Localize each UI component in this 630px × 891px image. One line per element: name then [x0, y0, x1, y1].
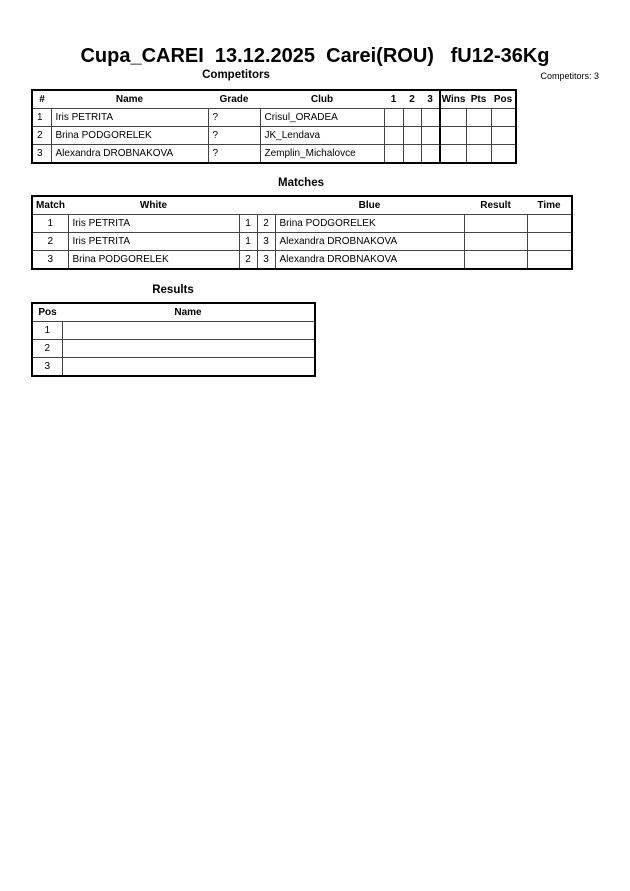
name [61, 357, 316, 377]
col-3: 3 [421, 90, 440, 109]
result [463, 250, 528, 270]
blue-name: Alexandra DROBNAKOVA [274, 250, 465, 270]
cell [490, 108, 517, 127]
col-pos: Pos [32, 303, 62, 322]
table-row: 2 [31, 339, 316, 358]
pos: 1 [31, 321, 63, 340]
col-1: 1 [384, 90, 403, 109]
cell [420, 126, 441, 145]
col-name: Name [51, 90, 208, 109]
table-row: 2 Brina PODGORELEK? JK_Lendava [31, 126, 517, 145]
table-row: 1 Iris PETRITA 1 2 Brina PODGORELEK [31, 214, 573, 233]
cell [439, 126, 467, 145]
time [526, 232, 573, 251]
time [526, 214, 573, 233]
cell [490, 144, 517, 164]
cell [420, 108, 441, 127]
white-name: Brina PODGORELEK [67, 250, 240, 270]
result [463, 232, 528, 251]
col-grade: Grade [208, 90, 260, 109]
results-heading: Results [152, 284, 194, 296]
header-row: # Name Grade Club 1 2 3 Wins Pts Pos [32, 90, 516, 109]
cell [465, 108, 492, 127]
competitors-count: Competitors: 3 [540, 71, 599, 81]
cell [439, 108, 467, 127]
result [463, 214, 528, 233]
match-number: 1 [31, 214, 69, 233]
cell [420, 144, 441, 164]
blue-name: Brina PODGORELEK [274, 214, 465, 233]
blue-number: 3 [256, 232, 276, 251]
table-row: 3 Alexandra DROBNAKOVA? Zemplin_Michalovce [31, 144, 517, 164]
blue-number: 2 [256, 214, 276, 233]
matches-heading: Matches [277, 177, 325, 189]
results-table: Pos Name 1 2 3 [31, 302, 316, 377]
white-name: Iris PETRITA [67, 214, 240, 233]
num: 1 [31, 108, 52, 127]
name [61, 321, 316, 340]
cell [402, 108, 422, 127]
grade: ? [207, 126, 261, 145]
grade: ? [207, 144, 261, 164]
num: 3 [31, 144, 52, 164]
cell [402, 144, 422, 164]
match-number: 2 [31, 232, 69, 251]
col-2: 2 [403, 90, 421, 109]
table-row: 2 Iris PETRITA 1 3 Alexandra DROBNAKOVA [31, 232, 573, 251]
col-name: Name [62, 303, 315, 322]
white-name: Iris PETRITA [67, 232, 240, 251]
col-pts: Pts [466, 90, 491, 109]
club: JK_Lendava [259, 126, 385, 145]
page-title: Cupa_CAREI 13.12.2025 Carei(ROU) fU12-36… [80, 45, 550, 67]
cell [383, 144, 404, 164]
pos: 2 [31, 339, 63, 358]
matches-table: Match White Blue Result Time 1 Iris PETRI… [31, 195, 573, 270]
table-row: 3 Brina PODGORELEK 2 3 Alexandra DROBNAKOVA [31, 250, 573, 270]
white-number: 2 [238, 250, 258, 270]
cell [383, 108, 404, 127]
table-row: 1 Iris PETRITA? Crisul_ORADEA [31, 108, 517, 127]
col-blue: Blue [275, 196, 464, 215]
name [61, 339, 316, 358]
competitors-heading: Competitors [202, 69, 270, 81]
col-white: White [68, 196, 239, 215]
competitors-table: # Name Grade Club 1 2 3 Wins Pts Pos 1 Ir… [31, 89, 517, 164]
cell [490, 126, 517, 145]
cell [383, 126, 404, 145]
col-match: Match [32, 196, 68, 215]
table-row: 1 [31, 321, 316, 340]
name: Iris PETRITA [50, 108, 209, 127]
col-club: Club [260, 90, 384, 109]
club: Zemplin_Michalovce [259, 144, 385, 164]
header-row: Match White Blue Result Time [32, 196, 572, 215]
match-number: 3 [31, 250, 69, 270]
name: Alexandra DROBNAKOVA [50, 144, 209, 164]
cell [402, 126, 422, 145]
blue-name: Alexandra DROBNAKOVA [274, 232, 465, 251]
col-time: Time [527, 196, 572, 215]
time [526, 250, 573, 270]
name: Brina PODGORELEK [50, 126, 209, 145]
col-result: Result [464, 196, 527, 215]
grade: ? [207, 108, 261, 127]
cell [465, 144, 492, 164]
cell [465, 126, 492, 145]
white-number: 1 [238, 214, 258, 233]
table-row: 3 [31, 357, 316, 377]
col-pos: Pos [491, 90, 516, 109]
blue-number: 3 [256, 250, 276, 270]
cell [439, 144, 467, 164]
col-num: # [32, 90, 51, 109]
pos: 3 [31, 357, 63, 377]
num: 2 [31, 126, 52, 145]
col-wins: Wins [439, 90, 466, 109]
header-row: Pos Name [32, 303, 315, 322]
white-number: 1 [238, 232, 258, 251]
club: Crisul_ORADEA [259, 108, 385, 127]
